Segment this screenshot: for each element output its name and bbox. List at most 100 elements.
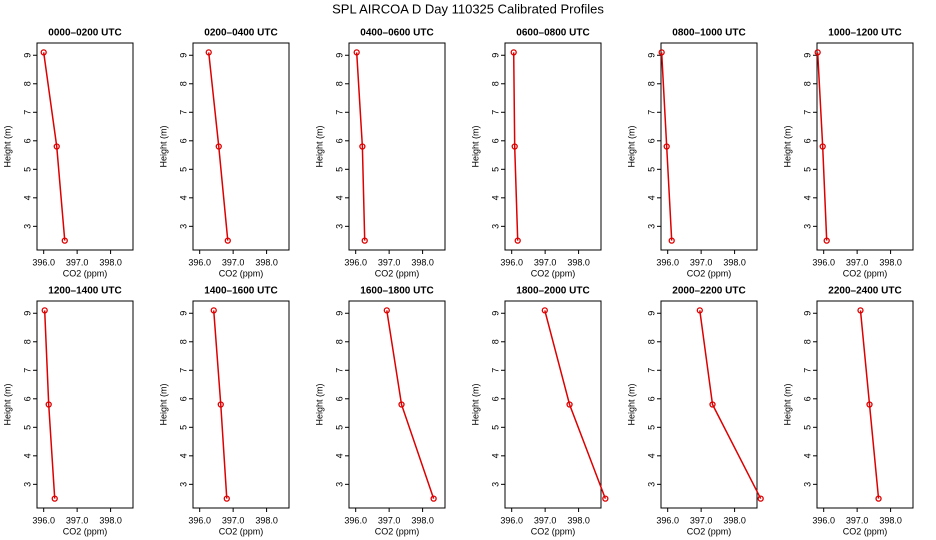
y-axis-label: Height (m) — [782, 125, 792, 167]
profile-point — [359, 143, 366, 150]
profile-line — [42, 52, 66, 241]
y-tick-label: 4 — [490, 453, 500, 458]
y-tick-label: 3 — [490, 482, 500, 487]
x-axis-label: CO2 (ppm) — [843, 526, 888, 536]
y-tick-label: 5 — [646, 425, 656, 430]
y-tick-label: 8 — [802, 339, 812, 344]
y-tick-label: 8 — [22, 339, 32, 344]
profile-point — [215, 143, 222, 150]
x-axis-label: CO2 (ppm) — [843, 268, 888, 278]
x-tick-label: 397.0 — [222, 257, 245, 267]
plot-frame — [816, 42, 914, 251]
y-tick-label: 4 — [490, 195, 500, 200]
profile-point — [823, 237, 830, 244]
profile-point — [696, 307, 703, 314]
profile-point — [814, 49, 821, 56]
y-tick-label: 3 — [334, 224, 344, 229]
profile-point — [602, 495, 609, 502]
x-tick-label: 396.0 — [812, 257, 835, 267]
profile-point — [224, 237, 231, 244]
profile-point — [41, 307, 48, 314]
y-tick-label: 4 — [646, 195, 656, 200]
y-tick-label: 9 — [802, 311, 812, 316]
y-tick-label: 4 — [178, 195, 188, 200]
profile-point — [45, 401, 52, 408]
y-tick-label: 7 — [178, 110, 188, 115]
y-tick-label: 5 — [22, 167, 32, 172]
y-axis-label: Height (m) — [470, 383, 480, 425]
y-tick-label: 8 — [22, 81, 32, 86]
x-tick-label: 398.0 — [411, 257, 434, 267]
x-axis-label: CO2 (ppm) — [63, 268, 108, 278]
x-tick-label: 397.0 — [222, 515, 245, 525]
y-tick-label: 4 — [334, 195, 344, 200]
x-tick-label: 397.0 — [66, 257, 89, 267]
y-tick-label: 7 — [178, 368, 188, 373]
y-tick-label: 9 — [178, 311, 188, 316]
plot-frame — [36, 42, 134, 251]
y-tick-label: 6 — [22, 138, 32, 143]
x-axis-label: CO2 (ppm) — [375, 526, 420, 536]
profile-point — [866, 401, 873, 408]
profile-point — [510, 49, 517, 56]
profile-point — [566, 401, 573, 408]
x-tick-label: 396.0 — [656, 257, 679, 267]
y-axis-label: Height (m) — [626, 125, 636, 167]
x-tick-label: 397.0 — [66, 515, 89, 525]
y-tick-label: 9 — [178, 53, 188, 58]
profile-point — [663, 143, 670, 150]
x-tick-label: 398.0 — [255, 515, 278, 525]
panel-title: 0600–0800 UTC — [516, 28, 589, 39]
x-axis-label: CO2 (ppm) — [63, 526, 108, 536]
profile-point — [875, 495, 882, 502]
y-tick-label: 4 — [802, 453, 812, 458]
y-tick-label: 6 — [646, 396, 656, 401]
y-axis-label: Height (m) — [314, 125, 324, 167]
x-tick-label: 398.0 — [99, 257, 122, 267]
profile-point — [205, 49, 212, 56]
y-tick-label: 7 — [334, 110, 344, 115]
plot-frame — [660, 42, 758, 251]
x-tick-label: 398.0 — [723, 257, 746, 267]
x-tick-label: 396.0 — [812, 515, 835, 525]
y-tick-label: 4 — [646, 453, 656, 458]
y-tick-label: 5 — [22, 425, 32, 430]
plot-frame — [348, 42, 446, 251]
profile-point — [668, 237, 675, 244]
x-tick-label: 397.0 — [690, 515, 713, 525]
plot-frame — [36, 300, 134, 509]
profile-point — [430, 495, 437, 502]
y-tick-label: 6 — [490, 396, 500, 401]
y-tick-label: 3 — [22, 224, 32, 229]
x-axis-label: CO2 (ppm) — [531, 526, 576, 536]
y-tick-label: 3 — [334, 482, 344, 487]
plot-frame — [504, 42, 602, 251]
profile-point — [398, 401, 405, 408]
x-tick-label: 398.0 — [567, 257, 590, 267]
y-tick-label: 7 — [802, 110, 812, 115]
x-axis-label: CO2 (ppm) — [375, 268, 420, 278]
x-tick-label: 396.0 — [656, 515, 679, 525]
y-tick-label: 3 — [22, 482, 32, 487]
profile-point — [53, 143, 60, 150]
y-tick-label: 9 — [802, 53, 812, 58]
y-tick-label: 6 — [334, 396, 344, 401]
y-tick-label: 7 — [22, 110, 32, 115]
y-axis-label: Height (m) — [626, 383, 636, 425]
x-axis-label: CO2 (ppm) — [531, 268, 576, 278]
y-tick-label: 9 — [22, 311, 32, 316]
profile-line — [355, 52, 366, 241]
y-tick-label: 6 — [802, 396, 812, 401]
x-axis-label: CO2 (ppm) — [219, 268, 264, 278]
y-tick-label: 8 — [802, 81, 812, 86]
x-axis-label: CO2 (ppm) — [219, 526, 264, 536]
y-tick-label: 3 — [646, 224, 656, 229]
x-tick-label: 398.0 — [723, 515, 746, 525]
y-tick-label: 4 — [22, 195, 32, 200]
profile-line — [544, 310, 607, 499]
x-axis-label: CO2 (ppm) — [687, 268, 732, 278]
profile-point — [383, 307, 390, 314]
x-tick-label: 398.0 — [411, 515, 434, 525]
x-tick-label: 396.0 — [188, 515, 211, 525]
